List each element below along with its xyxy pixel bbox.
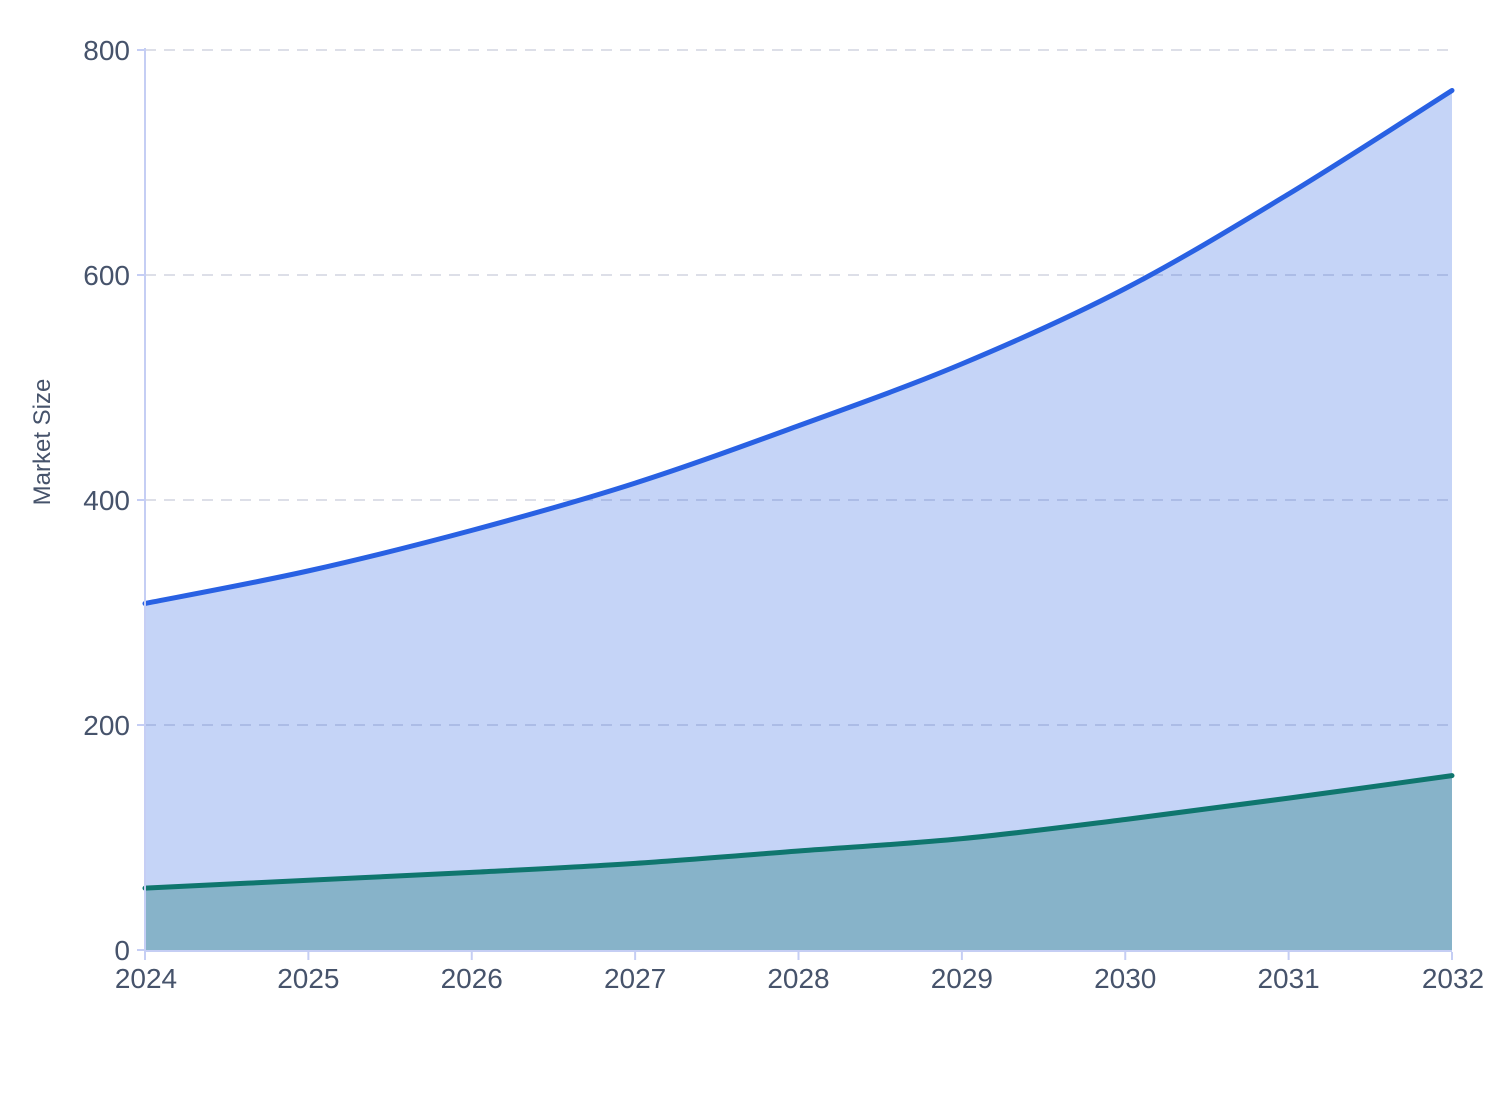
x-axis-tick-label-2028: 2028 — [767, 963, 829, 994]
x-axis-tick-label-2029: 2029 — [931, 963, 993, 994]
x-axis-tick-label-2027: 2027 — [604, 963, 666, 994]
y-axis-tick-label-600: 600 — [83, 260, 130, 291]
blue-line — [142, 88, 1455, 606]
teal-area — [145, 775, 1452, 950]
x-axis-tick-label-2030: 2030 — [1094, 963, 1156, 994]
x-axis-tick-label-2026: 2026 — [441, 963, 503, 994]
series-areas — [142, 88, 1455, 950]
axis-labels: 0 200 400 600 800 2024 2025 2026 2027 2028 2029 203… — [83, 35, 1484, 994]
y-axis-title: Market Size — [29, 379, 56, 506]
teal-line — [142, 773, 1455, 891]
x-axis-tick-label-2032: 2032 — [1422, 963, 1484, 994]
y-axis-tick-label-400: 400 — [83, 485, 130, 516]
x-axis-tick-label-2024: 2024 — [115, 963, 177, 994]
gridlines — [145, 49, 1452, 726]
x-axis-tick-label-2031: 2031 — [1257, 963, 1319, 994]
y-axis-tick-label-800: 800 — [83, 35, 130, 66]
blue-area — [145, 90, 1452, 950]
axes — [137, 48, 1453, 960]
y-axis-tick-label-200: 200 — [83, 710, 130, 741]
x-axis-tick-label-2025: 2025 — [277, 963, 339, 994]
y-axis-tick-label-0: 0 — [114, 935, 130, 966]
